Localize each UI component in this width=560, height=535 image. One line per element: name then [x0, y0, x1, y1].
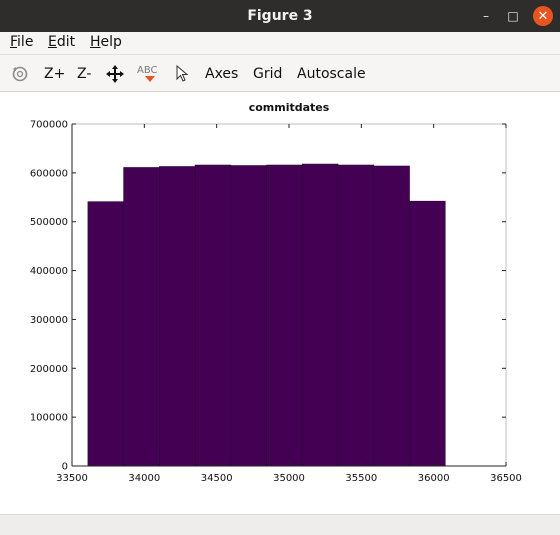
x-tick-label: 35000 — [273, 473, 305, 484]
window-titlebar: Figure 3 – □ ✕ — [0, 0, 560, 32]
x-tick-label: 35500 — [345, 473, 377, 484]
autoscale-button[interactable]: Autoscale — [297, 66, 366, 82]
menu-file-label: ile — [17, 34, 34, 50]
maximize-button[interactable]: □ — [503, 6, 523, 26]
x-tick-label: 34000 — [128, 473, 160, 484]
text-tool-icon: ABC — [137, 65, 158, 82]
menu-bar: File Edit Help — [0, 32, 560, 54]
y-tick-label: 200000 — [30, 364, 68, 375]
minimize-button[interactable]: – — [476, 6, 496, 26]
rotate-icon — [12, 66, 28, 82]
menu-file-mnemonic: F — [10, 34, 18, 50]
y-tick-label: 700000 — [30, 120, 68, 131]
y-tick-label: 100000 — [30, 413, 68, 424]
y-tick-label: 300000 — [30, 315, 68, 326]
text-tool-button[interactable]: ABC — [136, 63, 162, 85]
menu-edit-label: dit — [56, 34, 76, 50]
select-pointer-icon — [176, 64, 189, 82]
status-bar — [0, 514, 560, 535]
text-tool-label: ABC — [137, 65, 158, 76]
histogram-bar — [337, 164, 375, 467]
zoom-in-button[interactable]: Z+ — [44, 66, 66, 82]
menu-file[interactable]: File — [10, 34, 33, 50]
toolbar: Z+ Z- ABC Axes Grid Autoscale — [0, 54, 560, 92]
close-button[interactable]: ✕ — [533, 6, 553, 26]
menu-edit-mnemonic: E — [48, 34, 57, 50]
chart-title: commitdates — [249, 101, 330, 114]
y-tick-label: 400000 — [30, 266, 68, 277]
zoom-out-button[interactable]: Z- — [77, 66, 92, 82]
x-tick-label: 36000 — [418, 473, 450, 484]
menu-edit[interactable]: Edit — [48, 34, 75, 50]
menu-help[interactable]: Help — [90, 34, 122, 50]
menu-help-label: elp — [100, 34, 122, 50]
pan-icon — [106, 65, 124, 83]
grid-button[interactable]: Grid — [253, 66, 283, 82]
y-tick-label: 0 — [62, 462, 68, 473]
pan-button[interactable] — [104, 63, 126, 85]
select-button[interactable] — [172, 63, 194, 85]
histogram-bar — [159, 166, 196, 467]
x-tick-label: 36500 — [490, 473, 522, 484]
histogram-bar — [230, 165, 267, 467]
axes-button[interactable]: Axes — [205, 66, 239, 82]
histogram-bar — [266, 164, 303, 467]
y-tick-label: 600000 — [30, 168, 68, 179]
close-icon: ✕ — [537, 8, 549, 24]
histogram-bar — [123, 167, 160, 467]
x-tick-label: 34500 — [201, 473, 233, 484]
histogram-bar — [409, 200, 446, 467]
histogram-bar — [373, 165, 410, 467]
plot-area: 33500 34000 34500 35000 35500 36000 36500 0 1000… — [0, 92, 560, 514]
histogram-chart[interactable]: 33500 34000 34500 35000 35500 36000 36500 0 1000… — [0, 92, 560, 514]
window-title: Figure 3 — [247, 8, 313, 24]
histogram-bar — [87, 201, 124, 467]
menu-help-mnemonic: H — [90, 34, 101, 50]
minimize-icon: – — [483, 9, 489, 23]
y-tick-label: 500000 — [30, 217, 68, 228]
x-tick-label: 33500 — [56, 473, 88, 484]
histogram-bar — [302, 163, 339, 467]
maximize-icon: □ — [507, 9, 519, 23]
histogram-bar — [194, 164, 232, 467]
rotate-button[interactable] — [9, 63, 31, 85]
